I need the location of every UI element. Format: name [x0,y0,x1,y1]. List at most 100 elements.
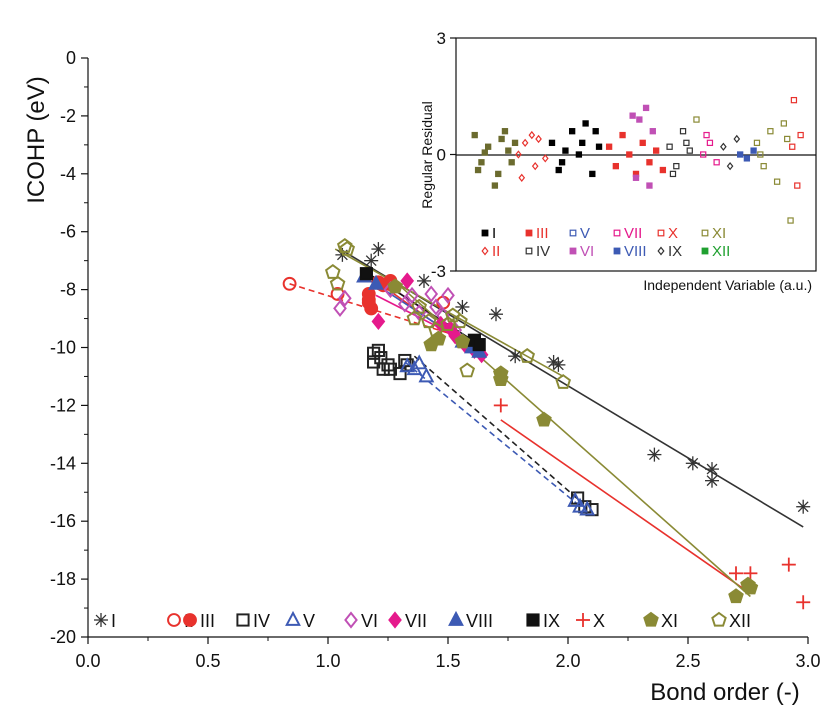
main-plot: 0.0 0.5 1.0 1.5 2.0 2.5 3.0 0 -2 -4 -6 -8 -10 -12 -14… [23,48,821,706]
inset-point-II [531,161,539,171]
inset-point-I [568,128,576,135]
fit-line-V [404,361,583,509]
legend-item-XII: XII [711,611,751,631]
point-VIII [368,274,384,290]
inset-point-X [790,96,798,104]
inset-legend-item-I: I [481,225,496,242]
inset-legend-marker-IV [525,247,533,255]
inset-series-II [515,130,549,182]
legend-marker-XII [711,611,727,627]
inset-point-XI [784,135,791,143]
point-VI [429,298,443,316]
inset-series-IV [666,128,693,178]
x-tick-label: 2.5 [675,651,700,671]
legend: IIIIIIIVVVIVIIVIIIIXXXIXII [94,610,751,631]
point-I [489,307,503,322]
inset-legend-item-V: V [569,225,590,242]
inset-legend-marker-VIII [613,247,621,255]
inset-legend-label-II: II [492,243,500,260]
inset-legend-label-V: V [580,225,590,242]
legend-marker-XI [643,611,659,627]
series-XI [387,278,759,604]
inset-series-III [605,131,667,178]
point-VII [371,312,386,331]
inset-point-XI [787,217,794,224]
point-III [364,301,379,316]
legend-item-V: V [285,610,315,631]
point-VI [424,285,439,303]
point-XII [519,347,536,363]
inset-legend-marker-VII [613,229,621,237]
x-axis-label: Bond order (-) [650,679,799,706]
inset-point-IV [679,128,687,135]
inset-legend-marker-VI [569,247,577,255]
inset-legend-marker-XI [701,229,709,237]
point-IX [472,338,486,352]
inset-series-XI [693,116,794,224]
legend-label-VI: VI [361,611,378,631]
point-XI [454,333,471,349]
inset-point-I [558,159,566,166]
x-tick-label: 2.0 [555,651,580,671]
inset-point-X [794,182,801,189]
inset-point-XII [474,166,482,174]
residual-inset: 3 0 -3 Regular Residual Independent Variab… [419,29,817,293]
point-I [796,499,811,514]
inset-point-VII [700,151,707,158]
legend-item-XI: XI [643,611,678,631]
legend-marker-VIII [448,610,464,626]
point-VI [333,299,347,317]
point-XI [536,411,552,427]
inset-legend-item-IX: IX [657,243,682,260]
point-V [572,497,588,513]
y-axis-label: ICOHP (eV) [23,76,50,204]
inset-point-XI [753,139,761,147]
point-V [399,357,416,373]
point-V [418,367,435,383]
point-XII [555,374,572,389]
legend-label-VII: VII [405,611,427,631]
inset-legend-marker-X [657,229,665,237]
inset-point-I [589,170,596,178]
inset-point-I [592,128,599,135]
point-V [579,500,596,516]
point-I [647,447,662,462]
inset-point-I [582,120,589,127]
x-tick-label: 0.5 [195,651,220,671]
inset-series-VI [629,104,656,189]
inset-point-IX [720,142,727,151]
inset-point-II [528,130,536,140]
point-VI [397,295,412,313]
point-XII [459,362,476,378]
inset-point-I [595,143,603,150]
fit-line-IV [413,355,581,502]
inset-legend-marker-I [481,229,489,237]
inset-legend-label-VI: VI [580,243,594,260]
point-VI [441,286,455,304]
inset-point-II [541,154,549,163]
legend-item-I: I [94,611,116,631]
point-X [729,566,743,581]
x-tick-label: 3.0 [795,651,820,671]
inset-point-VI [649,128,656,135]
inset-legend-label-IV: IV [536,243,550,260]
inset-point-XII [498,135,505,143]
inset-point-XII [478,159,485,166]
point-XII [339,240,356,256]
point-XI [728,588,744,604]
inset-y-tick-label: -3 [431,262,446,281]
point-XII [411,298,428,314]
inset-y-tick-label: 3 [437,29,446,48]
inset-legend-label-X: X [668,225,678,242]
legend-item-IX: IX [526,611,560,631]
legend-label-IV: IV [253,611,270,631]
inset-point-I [562,147,569,154]
inset-point-X [797,131,804,139]
legend-item-IV: IV [236,611,270,631]
point-XI [430,330,447,346]
inset-x-axis-label: Independent Variable (a.u.) [643,277,812,293]
inset-point-III [626,151,633,158]
inset-point-XII [491,182,499,189]
inset-point-XII [495,170,502,178]
